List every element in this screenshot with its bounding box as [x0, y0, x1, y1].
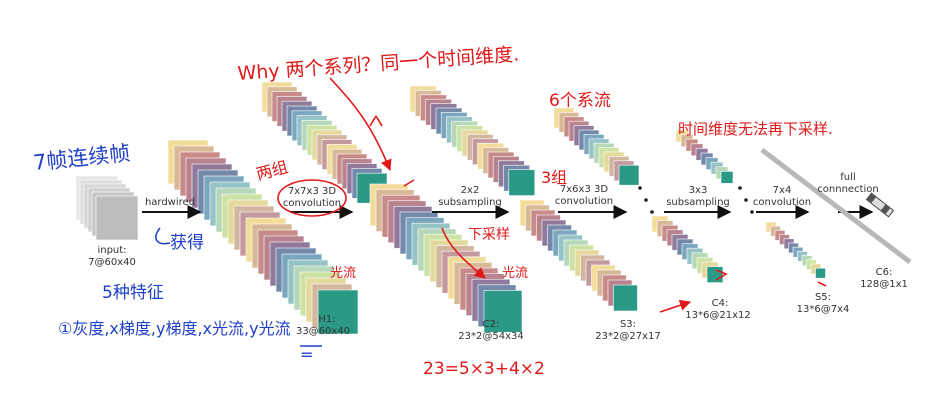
- annotation-time-dim: 时间维度无法再下采样.: [678, 120, 833, 138]
- feature-map-stacks: [75, 81, 826, 335]
- blue-ink-strokes: [155, 227, 322, 347]
- annotation-three-groups: 3组: [541, 168, 567, 187]
- conv1-circle: [277, 179, 347, 217]
- op-conv1-line2: convolution: [283, 198, 341, 209]
- ellipsis-dots: [638, 186, 754, 214]
- red-ink-strokes: [277, 77, 827, 313]
- op-sub1-line2: subsampling: [438, 197, 502, 208]
- stage-s3-dims: 23*2@27x17: [595, 331, 660, 342]
- stage-c4-dims: 13*6@21x12: [685, 310, 750, 321]
- s3-upper-maps: [553, 107, 640, 186]
- op-conv2-line2: convolution: [555, 196, 613, 207]
- input-frames: [75, 175, 139, 241]
- stage-c2-dims: 23*2@54x34: [458, 331, 523, 342]
- c4-maps-layer: [706, 266, 724, 283]
- op-sub2-line1: 3x3: [689, 185, 708, 196]
- op-sub1-line1: 2x2: [461, 185, 480, 196]
- stage-s3-label: S3:: [620, 319, 636, 330]
- op-conv1-line1: 7x7x3 3D: [288, 186, 336, 197]
- annotation-two-groups: 两组: [254, 157, 290, 184]
- s5-maps-layer: [815, 267, 826, 279]
- op-conv3-line2: convolution: [753, 197, 811, 208]
- op-fc-line1: full: [840, 172, 855, 183]
- annotation-six-streams: 6个系流: [549, 91, 611, 111]
- c2-maps-layer: [483, 290, 523, 333]
- annotation-seven-frames: 7帧连续帧: [32, 141, 131, 175]
- annotation-eq: =: [300, 345, 313, 364]
- s3-maps: [519, 199, 638, 312]
- stage-input-dims: 7@60x40: [88, 257, 136, 268]
- c6-output-vector: [865, 192, 895, 218]
- op-conv2-line1: 7x6x3 3D: [560, 184, 608, 195]
- c4-upper-maps: [675, 129, 734, 184]
- op-conv3-line1: 7x4: [773, 185, 792, 196]
- h1-maps-layer: [317, 289, 359, 335]
- annotation-downsample: 下采样: [468, 227, 510, 243]
- s5-maps: [765, 221, 826, 279]
- s3-maps-layer: [613, 284, 638, 312]
- annotation-five-features: 5种特征: [102, 283, 164, 303]
- stage-h1-dims: 33@60x40: [296, 326, 350, 337]
- op-hardwired: hardwired: [145, 197, 195, 208]
- op-sub2-line2: subsampling: [666, 197, 730, 208]
- c6-bar: [760, 148, 912, 264]
- c2-maps: [369, 183, 523, 333]
- annotation-formula: 23=5×3+4×2: [423, 359, 545, 379]
- stage-c4-label: C4:: [712, 298, 729, 309]
- op-fc-line2: connnection: [817, 184, 878, 195]
- annotation-feature-list: ①灰度,x梯度,y梯度,x光流,y光流: [58, 319, 291, 338]
- c4-maps: [651, 215, 724, 283]
- annotation-obtain: 获得: [170, 233, 204, 253]
- stage-input-label: input:: [97, 245, 126, 256]
- annotation-optical-flow-2: 光流: [502, 266, 528, 281]
- c4-upper-maps-layer: [720, 171, 734, 184]
- stage-c6-dims: 128@1x1: [860, 279, 908, 290]
- c2-upper-maps-layer: [508, 169, 536, 196]
- stage-c2-label: C2:: [483, 319, 500, 330]
- s3-upper-maps-layer: [618, 164, 640, 186]
- stage-c6-label: C6:: [876, 267, 893, 278]
- stage-h1-label: H1:: [318, 314, 335, 325]
- c2-upper-maps: [409, 85, 536, 196]
- annotation-why-question: Why 两个系列？同一个时间维度.: [237, 43, 520, 85]
- h1-maps: [167, 139, 359, 335]
- stage-s5-dims: 13*6@7x4: [797, 304, 850, 315]
- input-frames-layer: [95, 195, 139, 241]
- h1-upper-maps: [261, 81, 388, 204]
- annotation-optical-flow-1: 光流: [330, 266, 356, 281]
- stage-s5-label: S5:: [815, 292, 831, 303]
